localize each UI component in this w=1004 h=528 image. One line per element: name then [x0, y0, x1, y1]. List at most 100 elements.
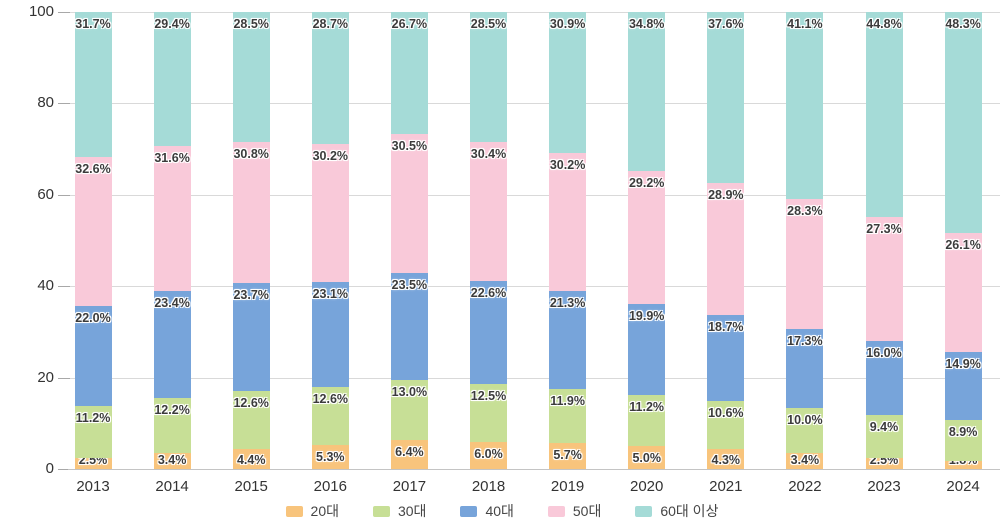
bar-value-label: 32.6% [75, 161, 111, 176]
bar-segment [153, 397, 191, 454]
x-axis-tick-label: 2023 [867, 478, 901, 495]
bar-segment [470, 281, 507, 385]
gridline [68, 377, 1000, 379]
bar-segment [549, 12, 587, 154]
bar-segment [74, 406, 112, 458]
legend-swatch [635, 505, 653, 517]
y-axis-tick-label: 60 [37, 185, 54, 203]
legend-swatch [372, 505, 390, 517]
bar-segment [786, 407, 824, 454]
bar-segment [390, 439, 428, 469]
bar-value-label: 14.9% [945, 357, 981, 371]
x-axis-tick-label: 2018 [471, 478, 506, 495]
bar-value-label: 28.9% [708, 188, 744, 203]
y-axis-tick [58, 12, 70, 13]
bar-value-label: 29.4% [154, 17, 190, 31]
bar-value-label: 28.3% [787, 204, 823, 219]
bar-segment [707, 400, 745, 450]
bar-value-label: 16.0% [866, 346, 902, 361]
bar-segment [232, 12, 270, 143]
bar-segment [390, 272, 428, 381]
bar-segment [549, 388, 587, 443]
bar-segment [470, 441, 507, 469]
gridline [68, 194, 1000, 196]
bar-segment [944, 232, 982, 352]
bar-value-label: 8.9% [948, 425, 978, 440]
bar-value-label: 23.5% [391, 277, 428, 292]
bar-segment [865, 341, 903, 415]
bar-segment [390, 380, 428, 440]
bar-segment [549, 291, 587, 389]
y-axis-tick-label: 0 [45, 460, 54, 477]
bar-value-label: 37.6% [708, 16, 744, 31]
bar-value-label: 11.2% [629, 399, 665, 414]
bar-segment [470, 142, 507, 282]
bar-segment [153, 146, 191, 291]
bar-value-label: 4.3% [711, 453, 741, 467]
bar-value-label: 11.9% [550, 393, 585, 408]
bar-value-label: 31.6% [154, 151, 190, 166]
bar-segment [707, 449, 745, 469]
bar-value-label: 12.6% [233, 396, 269, 411]
bar-value-label: 10.6% [708, 405, 744, 420]
bar-segment [153, 453, 191, 469]
bar-segment [628, 304, 666, 395]
bar-segment [549, 442, 587, 469]
x-axis-tick-label: 2016 [313, 478, 347, 495]
y-axis-tick-label: 20 [37, 368, 54, 386]
x-axis-tick-label: 2015 [234, 478, 268, 495]
bar-value-label: 31.7% [75, 17, 111, 31]
bar-segment [707, 11, 745, 184]
bar-value-label: 3.4% [790, 453, 820, 467]
bar-segment [707, 183, 745, 316]
bar-value-label: 41.1% [787, 16, 823, 31]
bar-value-label: 12.5% [470, 389, 507, 404]
bar-segment [232, 283, 270, 392]
bar-value-label: 12.6% [312, 392, 349, 407]
bar-segment [470, 12, 507, 143]
bar-segment [865, 216, 903, 342]
bar-value-label: 6.4% [395, 444, 424, 459]
bar-segment [311, 281, 349, 388]
bar-segment [628, 11, 666, 171]
y-axis-tick [58, 103, 70, 105]
bar-value-label: 30.5% [391, 138, 428, 153]
bar-segment [865, 414, 903, 458]
bar-segment [865, 457, 903, 469]
x-axis-tick-label: 2022 [788, 478, 822, 495]
y-axis-tick [58, 286, 70, 288]
legend-item: 20대 [285, 503, 339, 519]
legend-label: 30대 [397, 503, 427, 519]
legend-item: 40대 [460, 503, 514, 519]
bar-segment [944, 460, 982, 469]
bar-segment [311, 387, 349, 445]
bar-segment [944, 12, 982, 233]
x-axis-tick-label: 2024 [946, 478, 980, 495]
legend-swatch [460, 505, 478, 517]
bar-segment [786, 11, 824, 200]
bar-value-label: 26.1% [945, 237, 981, 252]
gridline [68, 12, 1000, 13]
bar-segment [390, 11, 428, 134]
bar-segment [628, 446, 666, 469]
bar-value-label: 30.9% [549, 17, 586, 31]
y-axis-tick-label: 100 [28, 3, 54, 20]
bar-segment [232, 448, 270, 469]
legend-label: 20대 [310, 503, 339, 519]
x-axis-tick-label: 2021 [709, 478, 743, 495]
bar-value-label: 21.3% [549, 296, 586, 311]
bar-segment [74, 156, 112, 306]
bar-segment [74, 457, 112, 469]
bar-segment [628, 394, 666, 447]
y-axis-tick-label: 80 [37, 94, 54, 112]
bar-segment [311, 12, 349, 144]
bar-value-label: 5.0% [632, 451, 661, 466]
bar-value-label: 29.2% [628, 175, 665, 190]
bar-value-label: 22.0% [75, 310, 111, 325]
bar-value-label: 30.4% [470, 147, 507, 162]
bar-value-label: 22.6% [470, 286, 507, 301]
legend-swatch [285, 505, 303, 517]
bar-segment [707, 315, 745, 401]
bar-segment [786, 199, 824, 329]
bar-segment [865, 12, 903, 217]
